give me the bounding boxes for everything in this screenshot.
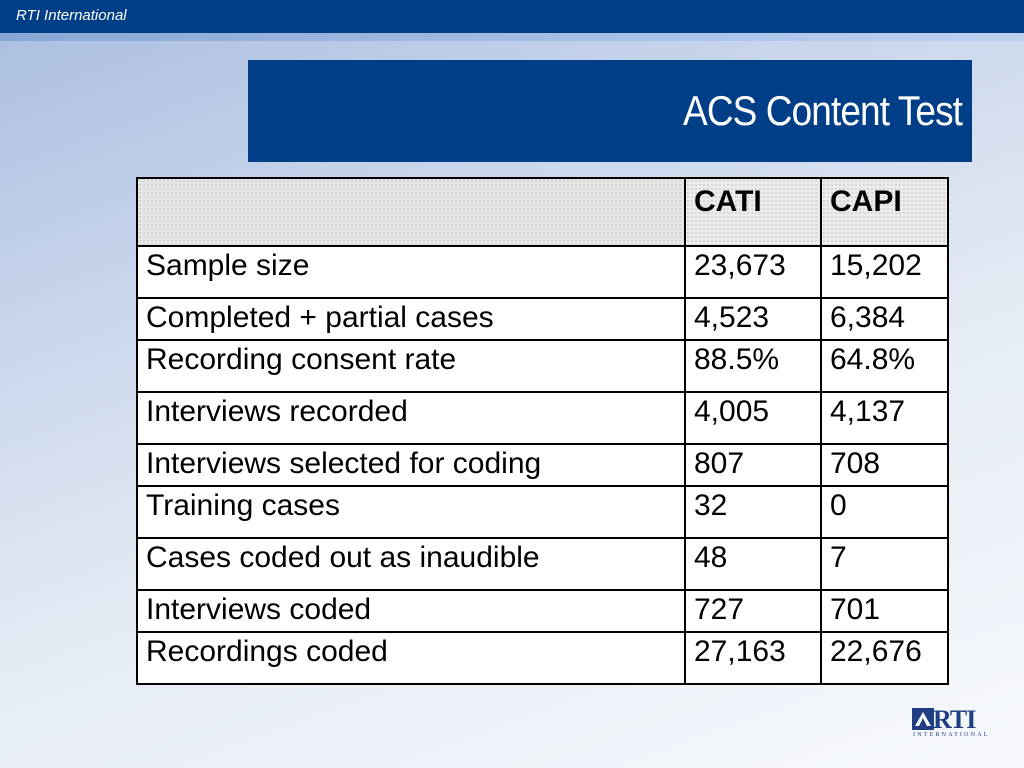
row-label: Completed + partial cases bbox=[136, 297, 686, 341]
row-label: Cases coded out as inaudible bbox=[136, 537, 686, 591]
header-bar: RTI International bbox=[0, 0, 1024, 33]
cati-value: 88.5% bbox=[684, 339, 822, 393]
logo-mark-icon bbox=[912, 708, 934, 730]
table-row: Recording consent rate 88.5% 64.8% bbox=[136, 339, 949, 393]
capi-value: 701 bbox=[820, 589, 949, 633]
cati-value: 807 bbox=[684, 443, 822, 487]
data-table: CATI CAPI Sample size 23,673 15,202 Comp… bbox=[136, 177, 949, 685]
table-row: Sample size 23,673 15,202 bbox=[136, 245, 949, 299]
table-row: Training cases 32 0 bbox=[136, 485, 949, 539]
capi-value: 22,676 bbox=[820, 631, 949, 685]
cati-value: 4,523 bbox=[684, 297, 822, 341]
cati-value: 27,163 bbox=[684, 631, 822, 685]
rti-logo: RTI INTERNATIONAL bbox=[912, 705, 990, 743]
table-row: Interviews selected for coding 807 708 bbox=[136, 443, 949, 487]
logo-subtext: INTERNATIONAL bbox=[913, 732, 990, 738]
slide-title: ACS Content Test bbox=[682, 87, 963, 134]
table-header-row: CATI CAPI bbox=[136, 177, 949, 247]
header-cell-empty bbox=[136, 177, 686, 247]
capi-value: 15,202 bbox=[820, 245, 949, 299]
row-label: Interviews selected for coding bbox=[136, 443, 686, 487]
row-label: Sample size bbox=[136, 245, 686, 299]
header-stripe bbox=[0, 33, 1024, 41]
capi-value: 0 bbox=[820, 485, 949, 539]
cati-value: 23,673 bbox=[684, 245, 822, 299]
cati-value: 727 bbox=[684, 589, 822, 633]
header-cell-capi: CAPI bbox=[820, 177, 949, 247]
capi-value: 708 bbox=[820, 443, 949, 487]
table-row: Recordings coded 27,163 22,676 bbox=[136, 631, 949, 685]
row-label: Recordings coded bbox=[136, 631, 686, 685]
table-row: Cases coded out as inaudible 48 7 bbox=[136, 537, 949, 591]
capi-value: 64.8% bbox=[820, 339, 949, 393]
title-banner: ACS Content Test bbox=[248, 60, 972, 162]
capi-value: 6,384 bbox=[820, 297, 949, 341]
logo-text: RTI bbox=[933, 705, 976, 734]
row-label: Training cases bbox=[136, 485, 686, 539]
cati-value: 4,005 bbox=[684, 391, 822, 445]
table-row: Interviews coded 727 701 bbox=[136, 589, 949, 633]
header-cell-cati: CATI bbox=[684, 177, 822, 247]
capi-value: 4,137 bbox=[820, 391, 949, 445]
row-label: Recording consent rate bbox=[136, 339, 686, 393]
organization-name: RTI International bbox=[16, 7, 127, 24]
capi-value: 7 bbox=[820, 537, 949, 591]
table-row: Interviews recorded 4,005 4,137 bbox=[136, 391, 949, 445]
table-row: Completed + partial cases 4,523 6,384 bbox=[136, 297, 949, 341]
row-label: Interviews recorded bbox=[136, 391, 686, 445]
row-label: Interviews coded bbox=[136, 589, 686, 633]
cati-value: 48 bbox=[684, 537, 822, 591]
cati-value: 32 bbox=[684, 485, 822, 539]
